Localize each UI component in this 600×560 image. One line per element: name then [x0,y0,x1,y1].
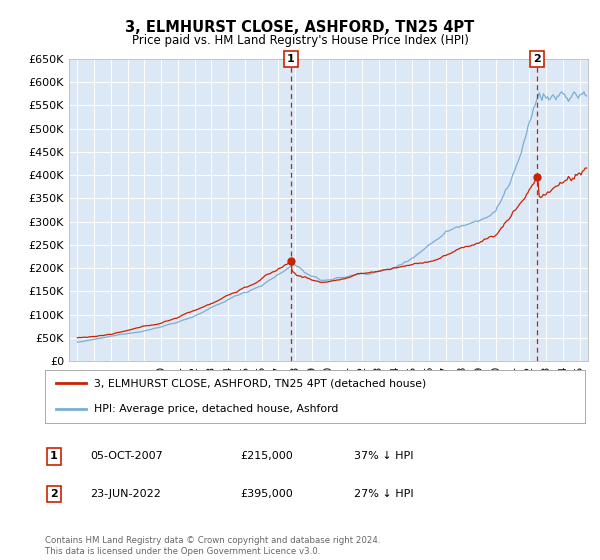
Text: 27% ↓ HPI: 27% ↓ HPI [354,489,413,499]
Text: Contains HM Land Registry data © Crown copyright and database right 2024.
This d: Contains HM Land Registry data © Crown c… [45,536,380,556]
Text: £215,000: £215,000 [240,451,293,461]
Text: 37% ↓ HPI: 37% ↓ HPI [354,451,413,461]
Text: 2: 2 [533,54,541,64]
Text: 23-JUN-2022: 23-JUN-2022 [90,489,161,499]
Text: 3, ELMHURST CLOSE, ASHFORD, TN25 4PT (detached house): 3, ELMHURST CLOSE, ASHFORD, TN25 4PT (de… [94,379,426,389]
Text: 1: 1 [50,451,58,461]
Text: Price paid vs. HM Land Registry's House Price Index (HPI): Price paid vs. HM Land Registry's House … [131,34,469,46]
Text: 3, ELMHURST CLOSE, ASHFORD, TN25 4PT: 3, ELMHURST CLOSE, ASHFORD, TN25 4PT [125,20,475,35]
Text: 1: 1 [287,54,295,64]
Text: £395,000: £395,000 [240,489,293,499]
Text: 2: 2 [50,489,58,499]
Text: 05-OCT-2007: 05-OCT-2007 [90,451,163,461]
Text: HPI: Average price, detached house, Ashford: HPI: Average price, detached house, Ashf… [94,404,338,414]
